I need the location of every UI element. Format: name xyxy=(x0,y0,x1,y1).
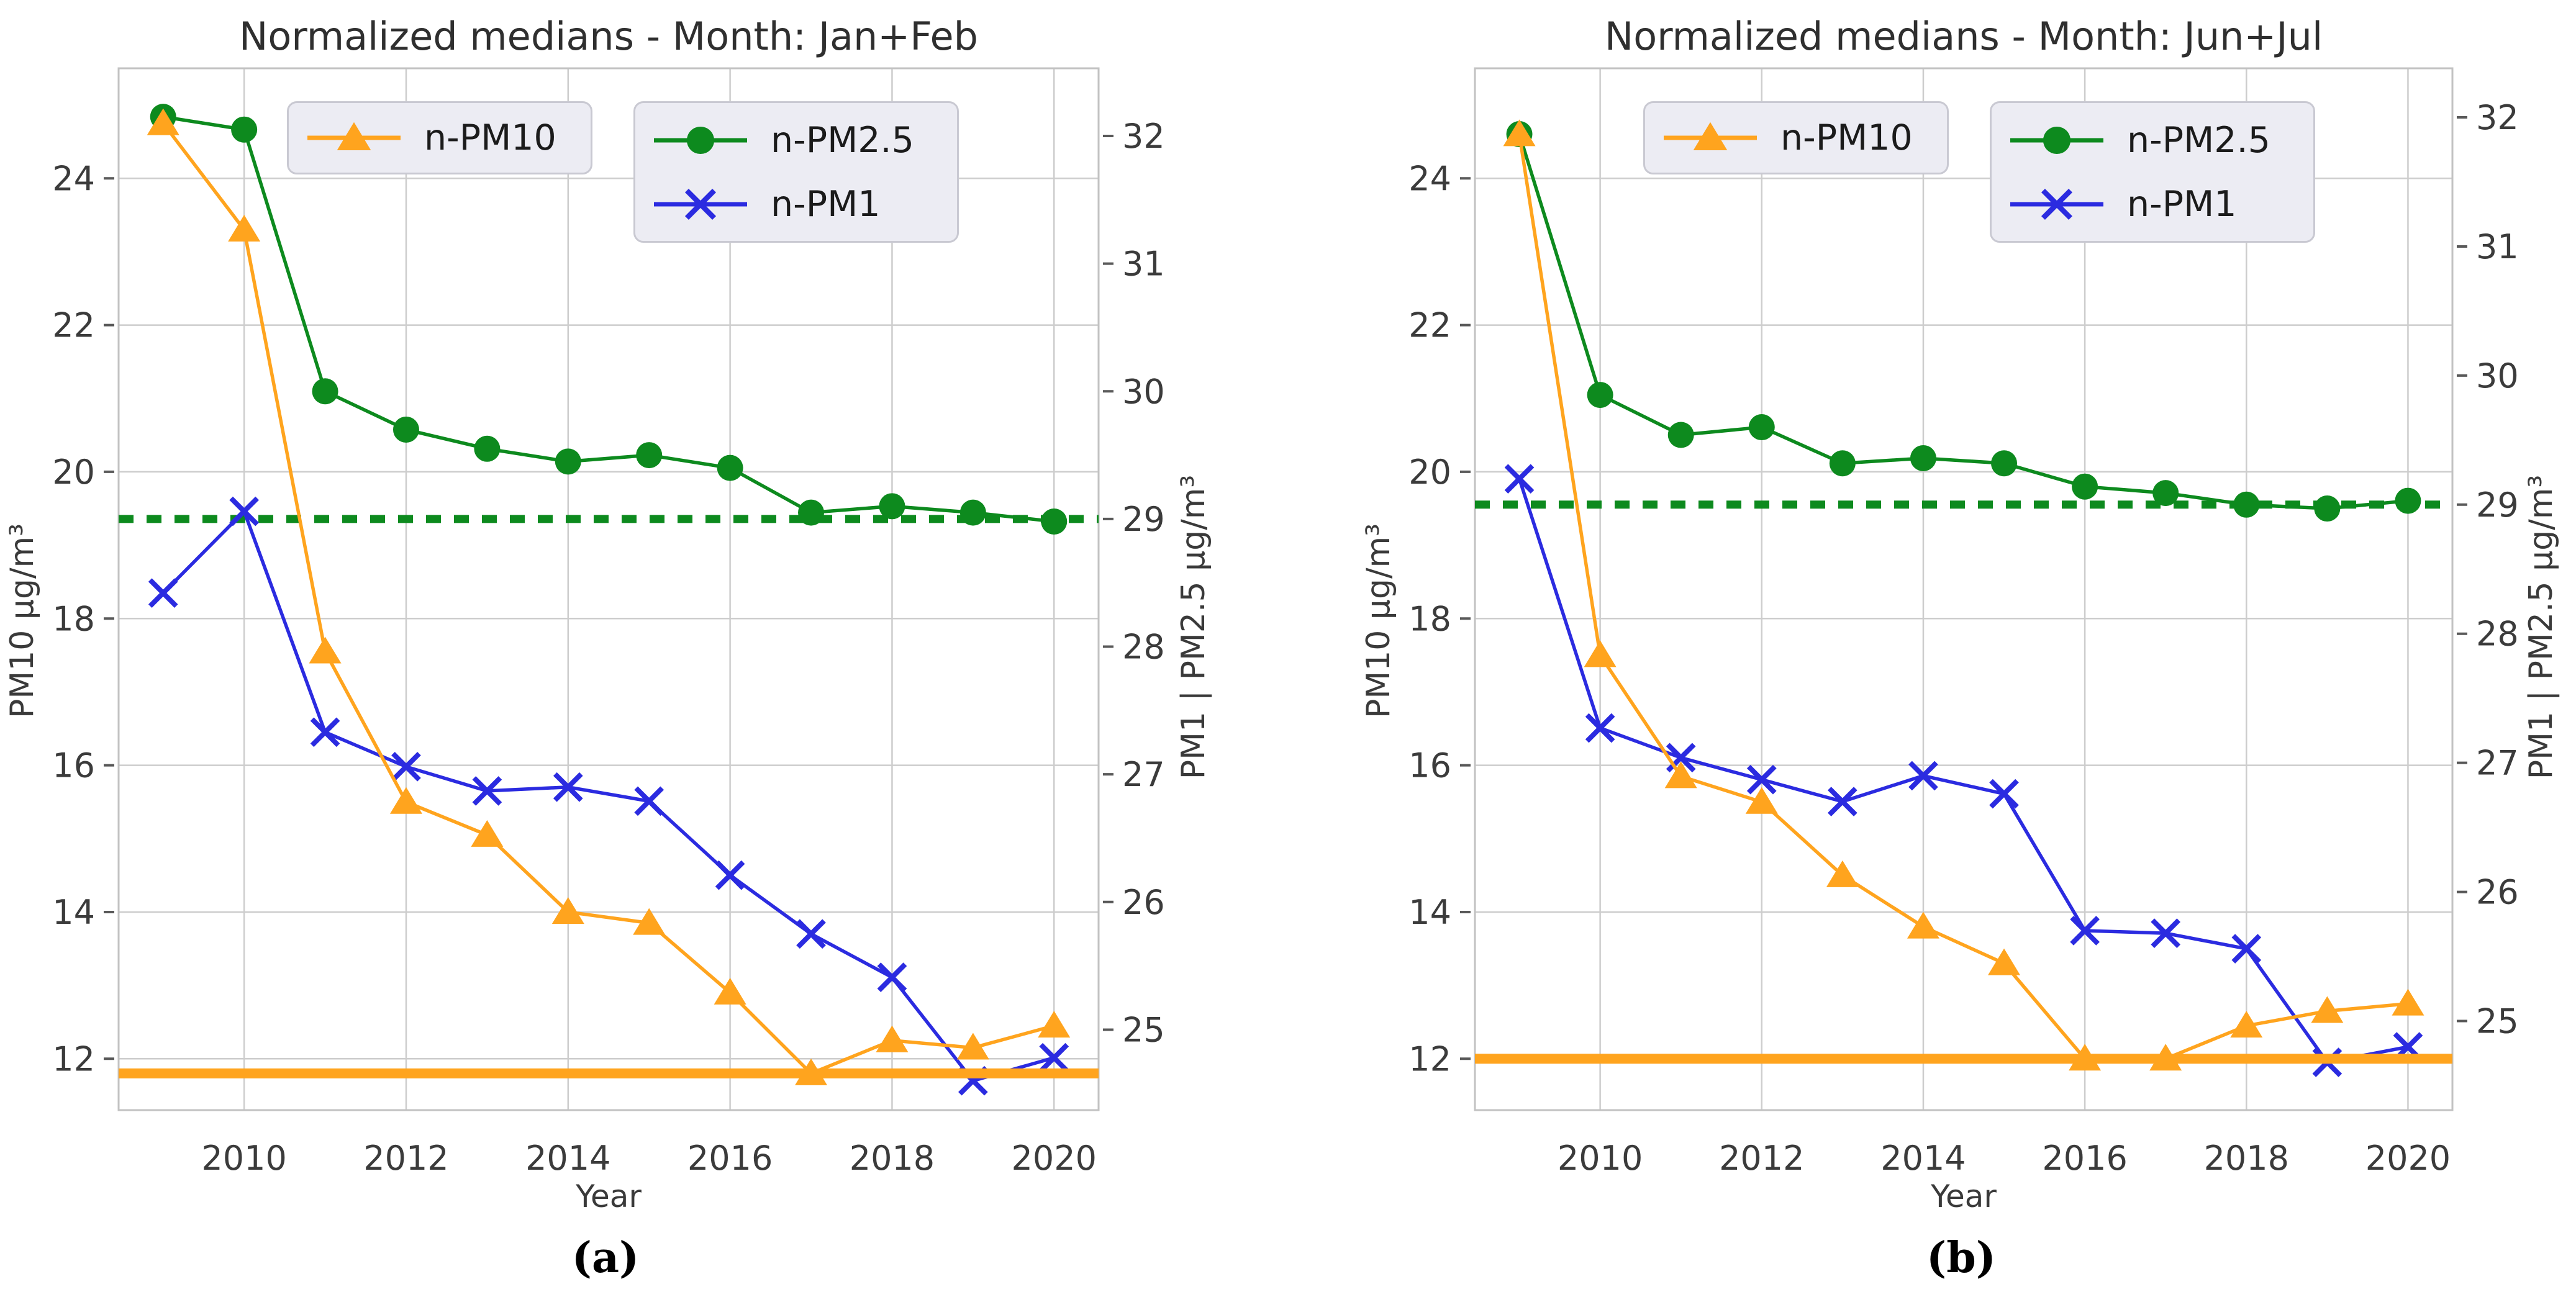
y-right-tick-label: 28 xyxy=(2476,615,2519,654)
triangle-marker-icon xyxy=(1664,122,1757,150)
x-tick-label: 2018 xyxy=(2204,1139,2289,1178)
chart-b-legend-pm10: n-PM10 xyxy=(1643,101,1949,174)
chart-a-xaxis-label: Year xyxy=(576,1178,642,1214)
x-tick-label: 2020 xyxy=(1012,1139,1097,1178)
series-markers-n-PM10 xyxy=(1503,119,2424,1071)
chart-b-ylabel-left: PM10 µg/m³ xyxy=(1360,523,1397,719)
legend-label: n-PM1 xyxy=(2127,183,2237,225)
series-markers-n-PM10 xyxy=(147,108,1071,1085)
series-line-n-PM1 xyxy=(161,508,1055,1083)
x-tick-label: 2016 xyxy=(687,1139,773,1178)
chart-a-legend-pm25-pm1: n-PM2.5 n-PM1 xyxy=(633,101,959,243)
series-line-n-PM2.5 xyxy=(163,115,1054,523)
y-right-tick-label: 32 xyxy=(1122,117,1165,156)
x-marker-icon xyxy=(2010,188,2103,220)
legend-label: n-PM2.5 xyxy=(771,119,914,161)
y-left-tick-label: 14 xyxy=(52,893,95,932)
y-right-tick-label: 26 xyxy=(2476,873,2519,912)
series-line-n-PM10 xyxy=(161,122,1054,1076)
legend-item-n-PM10: n-PM10 xyxy=(1661,108,1928,168)
y-right-tick-label: 31 xyxy=(1122,245,1165,284)
circle-marker-icon xyxy=(2010,126,2103,154)
y-left-tick-label: 14 xyxy=(1408,893,1451,932)
y-left-tick-label: 18 xyxy=(52,599,95,638)
y-right-tick-label: 30 xyxy=(1122,372,1165,411)
y-left-tick-label: 20 xyxy=(52,453,95,492)
x-tick-label: 2010 xyxy=(1558,1139,1643,1178)
legend-item-n-PM2.5: n-PM2.5 xyxy=(651,108,938,172)
chart-b-title: Normalized medians - Month: Jun+Jul xyxy=(1604,14,2323,59)
chart-b-caption: (b) xyxy=(1926,1233,1996,1283)
y-right-tick-label: 29 xyxy=(2476,486,2519,525)
x-tick-label: 2012 xyxy=(1719,1139,1804,1178)
legend-label: n-PM10 xyxy=(1780,117,1913,158)
y-left-tick-label: 20 xyxy=(1408,453,1451,492)
legend-item-n-PM2.5: n-PM2.5 xyxy=(2008,108,2295,172)
y-right-tick-label: 29 xyxy=(1122,500,1165,539)
plot-area-a: 12 14 16 18 20 22 24 25 26 27 28 29 30 31 32 2010 2012 20… xyxy=(52,67,1165,1178)
series-line-n-PM10 xyxy=(1517,133,2408,1061)
chart-a-legend-pm10: n-PM10 xyxy=(287,101,592,174)
chart-a-caption: (a) xyxy=(571,1233,640,1283)
x-marker-icon xyxy=(654,188,747,220)
y-left-tick-label: 16 xyxy=(1408,746,1451,785)
chart-b-xaxis-label: Year xyxy=(1931,1178,1997,1214)
legend-label: n-PM1 xyxy=(771,183,881,225)
plot-area-b: 12 14 16 18 20 22 24 25 26 27 28 29 30 31 32 2010 2012 20… xyxy=(1408,67,2519,1178)
series-line-n-PM2.5 xyxy=(1517,133,2408,510)
x-tick-label: 2014 xyxy=(1880,1139,1966,1178)
y-left-tick-label: 24 xyxy=(1408,159,1451,198)
y-right-tick-label: 27 xyxy=(2476,744,2519,783)
legend-label: n-PM10 xyxy=(424,117,556,158)
y-left-tick-label: 22 xyxy=(1408,306,1451,345)
series-markers-n-PM2.5 xyxy=(1506,121,2421,522)
legend-item-n-PM10: n-PM10 xyxy=(305,108,572,168)
y-right-tick-label: 27 xyxy=(1122,755,1165,794)
y-right-tick-label: 32 xyxy=(2476,98,2519,137)
chart-a-title: Normalized medians - Month: Jan+Feb xyxy=(238,14,979,59)
legend-label: n-PM2.5 xyxy=(2127,119,2270,161)
y-left-tick-label: 12 xyxy=(1408,1039,1451,1078)
triangle-marker-icon xyxy=(307,122,401,150)
legend-item-n-PM1: n-PM1 xyxy=(651,172,938,236)
legend-item-n-PM1: n-PM1 xyxy=(2008,172,2295,236)
circle-marker-icon xyxy=(654,126,747,154)
x-tick-label: 2014 xyxy=(525,1139,610,1178)
y-left-tick-label: 16 xyxy=(52,746,95,785)
y-left-tick-label: 22 xyxy=(52,306,95,345)
series-markers-n-PM2.5 xyxy=(150,104,1068,535)
x-tick-label: 2016 xyxy=(2042,1139,2127,1178)
x-tick-label: 2012 xyxy=(363,1139,448,1178)
chart-b-ylabel-right: PM1 | PM2.5 µg/m³ xyxy=(2523,474,2560,780)
y-right-tick-label: 30 xyxy=(2476,356,2519,395)
y-right-tick-label: 28 xyxy=(1122,628,1165,667)
chart-a-ylabel-left: PM10 µg/m³ xyxy=(4,523,41,719)
y-right-tick-label: 31 xyxy=(2476,227,2519,266)
series-line-n-PM1 xyxy=(1517,478,2408,1065)
y-right-tick-label: 25 xyxy=(1122,1010,1165,1049)
chart-a-ylabel-right: PM1 | PM2.5 µg/m³ xyxy=(1175,474,1212,780)
y-left-tick-label: 12 xyxy=(52,1039,95,1078)
y-left-tick-label: 18 xyxy=(1408,599,1451,638)
y-left-tick-label: 24 xyxy=(52,159,95,198)
x-tick-label: 2020 xyxy=(2365,1139,2451,1178)
chart-b-legend-pm25-pm1: n-PM2.5 n-PM1 xyxy=(1990,101,2315,243)
x-tick-label: 2018 xyxy=(850,1139,935,1178)
y-right-tick-label: 26 xyxy=(1122,883,1165,922)
x-tick-label: 2010 xyxy=(201,1139,286,1178)
series-markers-n-PM1 xyxy=(1504,464,2423,1077)
y-right-tick-label: 25 xyxy=(2476,1002,2519,1041)
series-markers-n-PM1 xyxy=(148,496,1069,1096)
